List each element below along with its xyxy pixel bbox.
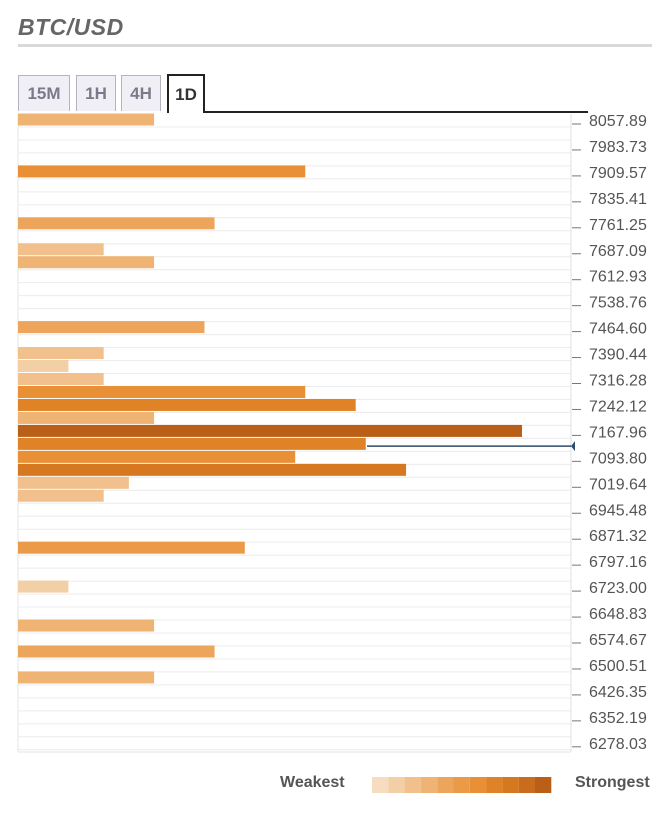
legend-swatch: [372, 777, 389, 793]
y-tick-label: 6871.32: [589, 528, 647, 545]
y-tick-label: 6278.03: [589, 736, 647, 753]
confluence-bar: [18, 645, 215, 658]
confluence-bar: [18, 580, 69, 593]
legend-swatch: [453, 777, 470, 793]
y-tick-label: 6723.00: [589, 580, 647, 597]
confluence-bar: [18, 165, 306, 178]
y-tick-label: 7909.57: [589, 165, 647, 182]
tab-15m[interactable]: 15M: [18, 75, 70, 111]
y-tick-label: 6574.67: [589, 632, 647, 649]
confluence-bar: [18, 360, 69, 373]
confluence-bar: [18, 437, 366, 450]
y-tick-label: 7761.25: [589, 217, 647, 234]
confluence-bar: [18, 463, 407, 476]
legend-swatch: [388, 777, 405, 793]
confluence-bar: [18, 424, 522, 437]
confluence-bar: [18, 321, 205, 334]
y-tick-label: 6797.16: [589, 554, 647, 571]
confluence-bar: [18, 619, 155, 632]
legend-swatch: [518, 777, 535, 793]
confluence-bar: [18, 398, 356, 411]
confluence-bar: [18, 476, 129, 489]
y-tick-label: 7390.44: [589, 347, 647, 364]
y-tick-label: 6648.83: [589, 606, 647, 623]
legend-swatch: [486, 777, 503, 793]
y-tick-label: 7167.96: [589, 424, 647, 441]
legend-swatch: [404, 777, 421, 793]
confluence-bar: [18, 217, 215, 230]
y-tick-label: 7464.60: [589, 321, 647, 338]
confluence-bar: [18, 373, 104, 386]
tab-baseline: [204, 111, 588, 113]
y-tick-label: 7093.80: [589, 450, 647, 467]
y-tick-label: 7019.64: [589, 476, 647, 493]
tab-1d[interactable]: 1D: [167, 74, 205, 113]
y-tick-label: 7835.41: [589, 191, 647, 208]
confluence-bar: [18, 256, 155, 269]
confluence-bar: [18, 385, 306, 398]
confluence-bar: [18, 541, 245, 554]
y-tick-label: 7538.76: [589, 295, 647, 312]
legend-swatch: [420, 777, 438, 793]
legend-swatch: [502, 777, 519, 793]
legend-strongest-label: Strongest: [575, 774, 650, 791]
y-tick-label: 6945.48: [589, 502, 647, 519]
confluence-bar: [18, 450, 296, 463]
legend-weakest-label: Weakest: [280, 774, 345, 791]
confluence-bar: [18, 411, 155, 424]
y-tick-label: 7983.73: [589, 139, 647, 156]
y-tick-label: 7242.12: [589, 398, 647, 415]
confluence-bar: [18, 671, 155, 684]
confluence-bar: [18, 243, 104, 256]
y-tick-label: 7687.09: [589, 243, 647, 260]
y-tick-label: 7316.28: [589, 373, 647, 390]
chart-title: BTC/USD: [18, 14, 124, 40]
tab-4h[interactable]: 4H: [121, 75, 161, 111]
current-price-arrow: [571, 441, 575, 452]
confluence-bar: [18, 347, 104, 360]
y-tick-label: 6352.19: [589, 710, 647, 727]
confluence-bar: [18, 113, 155, 126]
y-tick-label: 7612.93: [589, 269, 647, 286]
title-divider: [18, 44, 652, 47]
confluence-bar: [18, 489, 104, 502]
y-tick-label: 6426.35: [589, 684, 647, 701]
legend-swatch: [469, 777, 487, 793]
legend-swatch: [535, 777, 552, 793]
legend-swatch: [437, 777, 454, 793]
y-tick-label: 6500.51: [589, 658, 647, 675]
tab-1h[interactable]: 1H: [76, 75, 116, 111]
y-tick-label: 8057.89: [589, 113, 647, 130]
